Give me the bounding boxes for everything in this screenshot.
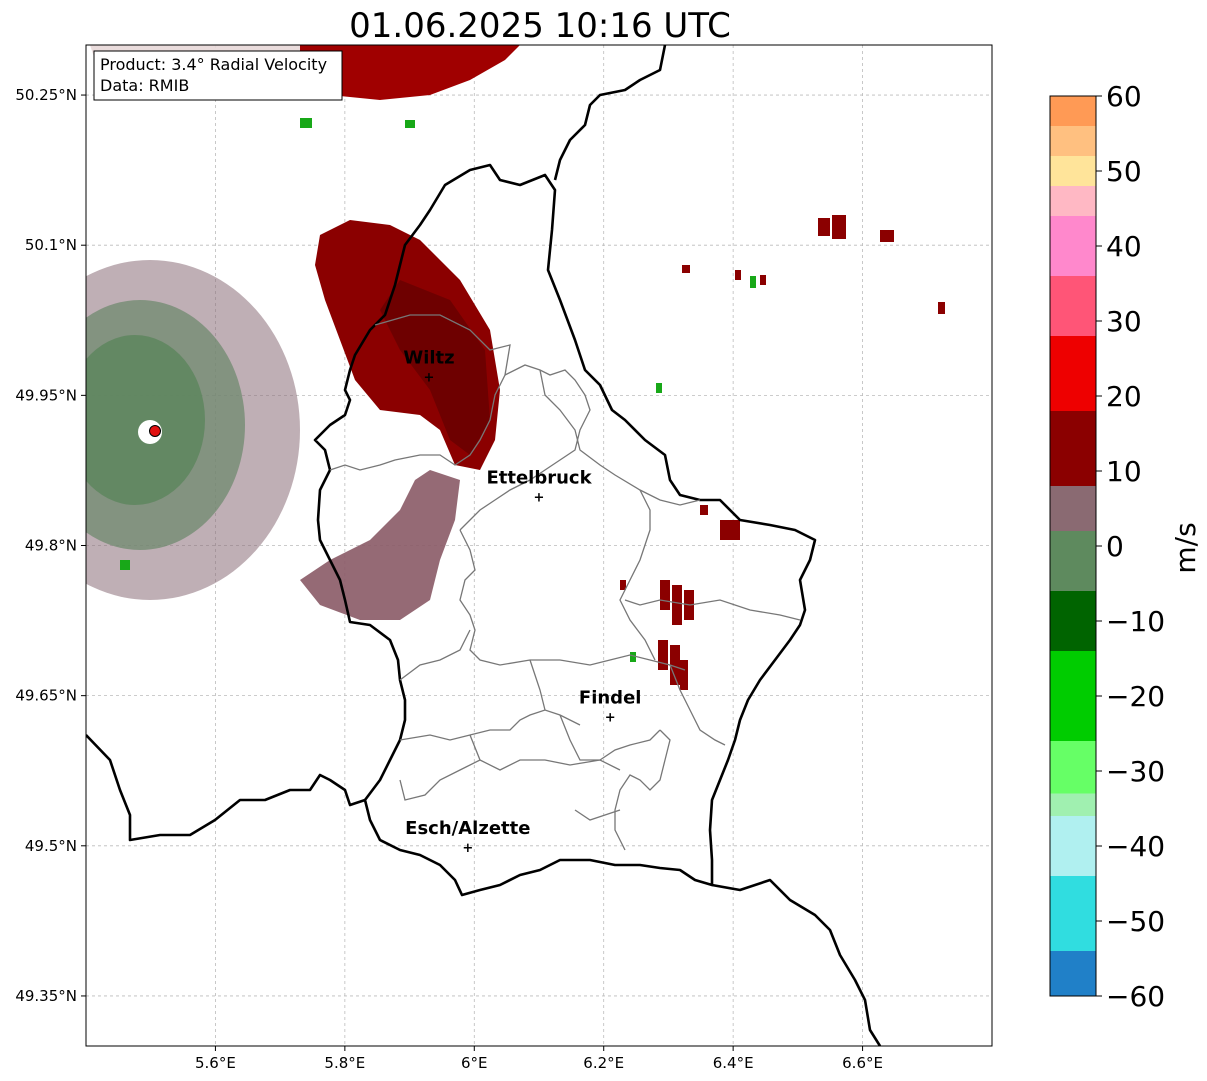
district-grevenmacher bbox=[619, 489, 801, 661]
echo-wiltz-core bbox=[380, 280, 490, 455]
city-marker-icon: + bbox=[605, 711, 616, 726]
colorbar-band bbox=[1050, 336, 1096, 412]
city-wiltz: + Wiltz bbox=[403, 347, 454, 385]
lat-tick-label: 49.65°N bbox=[15, 687, 77, 705]
colorbar-band bbox=[1050, 816, 1096, 877]
lat-tick-label: 50.1°N bbox=[25, 236, 77, 254]
lon-tick-label: 5.6°E bbox=[195, 1054, 236, 1072]
colorbar-band bbox=[1050, 96, 1096, 127]
lon-tick-label: 5.8°E bbox=[324, 1054, 365, 1072]
info-data-source: Data: RMIB bbox=[100, 76, 189, 95]
colorbar-band bbox=[1050, 411, 1096, 487]
district-southwest bbox=[399, 629, 581, 741]
colorbar-band bbox=[1050, 531, 1096, 592]
colorbar-tick-label: 20 bbox=[1106, 380, 1142, 413]
lat-tick-label: 49.5°N bbox=[25, 837, 77, 855]
colorbar-band bbox=[1050, 276, 1096, 337]
district-south-center bbox=[459, 529, 686, 671]
colorbar: 60 50 40 30 20 10 0 −10 −20 −30 −40 −50 −60 m/s bbox=[1049, 80, 1202, 1013]
colorbar-tick-label: 40 bbox=[1106, 230, 1142, 263]
district-wiltz bbox=[329, 314, 511, 471]
info-box-frame bbox=[93, 50, 343, 101]
colorbar-tick-label: −30 bbox=[1106, 755, 1165, 788]
district-capellen bbox=[399, 734, 621, 801]
district-remich bbox=[614, 664, 726, 851]
lat-tick-label: 50.25°N bbox=[15, 86, 77, 104]
colorbar-band bbox=[1050, 216, 1096, 247]
district-east bbox=[539, 369, 701, 506]
colorbar-band bbox=[1050, 186, 1096, 217]
colorbar-band bbox=[1050, 156, 1096, 187]
country-borders bbox=[86, 45, 882, 1046]
border-germany-east bbox=[553, 45, 667, 181]
colorbar-band bbox=[1050, 591, 1096, 652]
border-luxembourg bbox=[313, 163, 817, 897]
lat-tick-label: 49.8°N bbox=[25, 537, 77, 555]
longitude-ticks: 5.6°E 5.8°E 6°E 6.2°E 6.4°E 6.6°E bbox=[195, 1046, 883, 1072]
lon-tick-label: 6.2°E bbox=[583, 1054, 624, 1072]
echo-east-cell bbox=[620, 215, 945, 690]
city-marker-icon: + bbox=[462, 841, 473, 856]
colorbar-tick-label: −10 bbox=[1106, 605, 1165, 638]
colorbar-tick-label: 50 bbox=[1106, 155, 1142, 188]
info-product: Product: 3.4° Radial Velocity bbox=[100, 55, 327, 74]
border-france-south bbox=[711, 878, 882, 1046]
colorbar-band bbox=[1050, 651, 1096, 742]
lon-tick-label: 6°E bbox=[461, 1054, 488, 1072]
colorbar-band bbox=[1050, 246, 1096, 277]
colorbar-band bbox=[1050, 876, 1096, 952]
city-label: Ettelbruck bbox=[486, 467, 592, 488]
echo-north-band bbox=[300, 45, 520, 100]
colorbar-tick-label: −40 bbox=[1106, 830, 1165, 863]
lat-tick-label: 49.95°N bbox=[15, 386, 77, 404]
city-label: Findel bbox=[579, 688, 642, 709]
city-findel: + Findel bbox=[579, 688, 642, 726]
city-label: Esch/Alzette bbox=[405, 818, 530, 839]
district-esch bbox=[529, 659, 661, 821]
border-belgium-france bbox=[86, 734, 366, 842]
lon-tick-label: 6.4°E bbox=[713, 1054, 754, 1072]
colorbar-tick-label: −50 bbox=[1106, 905, 1165, 938]
city-marker-icon: + bbox=[424, 370, 435, 385]
colorbar-band bbox=[1050, 951, 1096, 997]
colorbar-tick-label: −20 bbox=[1106, 680, 1165, 713]
latitude-ticks: 50.25°N 50.1°N 49.95°N 49.8°N 49.65°N 49.5°N 4… bbox=[15, 86, 86, 1005]
map-title: 01.06.2025 10:16 UTC bbox=[349, 6, 731, 46]
city-marker-icon: + bbox=[534, 490, 545, 505]
colorbar-tick-label: 10 bbox=[1106, 455, 1142, 488]
colorbar-band bbox=[1050, 741, 1096, 794]
echo-green-speckles bbox=[120, 118, 756, 662]
colorbar-tick-label: 30 bbox=[1106, 305, 1142, 338]
lon-tick-label: 6.6°E bbox=[842, 1054, 883, 1072]
colorbar-band bbox=[1050, 486, 1096, 532]
city-markers: + Wiltz + Ettelbruck + Findel + Esch/Alzette bbox=[403, 347, 641, 855]
radar-clutter-inner bbox=[86, 335, 205, 505]
city-esch-alzette: + Esch/Alzette bbox=[405, 818, 530, 856]
colorbar-bands bbox=[1050, 96, 1096, 997]
city-ettelbruck: + Ettelbruck bbox=[486, 467, 592, 505]
echo-southwest-tail bbox=[300, 470, 460, 620]
info-box: Product: 3.4° Radial Velocity Data: RMIB bbox=[93, 50, 343, 101]
lat-tick-label: 49.35°N bbox=[15, 987, 77, 1005]
district-boundaries bbox=[329, 314, 801, 851]
colorbar-ticks: 60 50 40 30 20 10 0 −10 −20 −30 −40 −50 −60 bbox=[1096, 80, 1165, 1013]
colorbar-tick-label: −60 bbox=[1106, 980, 1165, 1013]
colorbar-unit-label: m/s bbox=[1169, 522, 1202, 573]
colorbar-band bbox=[1050, 126, 1096, 157]
colorbar-band bbox=[1050, 793, 1096, 817]
city-label: Wiltz bbox=[403, 347, 454, 368]
colorbar-tick-label: 0 bbox=[1106, 530, 1124, 563]
colorbar-tick-label: 60 bbox=[1106, 80, 1142, 113]
radar-site-marker bbox=[149, 425, 161, 437]
